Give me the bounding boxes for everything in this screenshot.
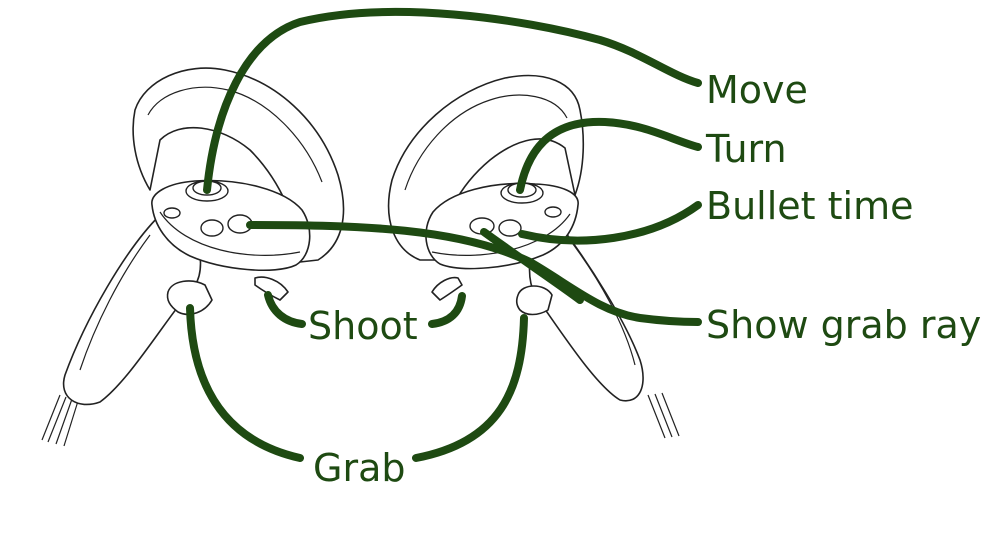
left-x-button[interactable] [200, 219, 224, 237]
left-index-trigger [254, 276, 289, 301]
callout-line-grab-right [412, 314, 528, 462]
label-show-grab-ray: Show grab ray [706, 303, 981, 347]
right-controller-cable [647, 392, 680, 439]
callout-line-grab-left [186, 304, 304, 462]
right-oculus-button[interactable] [544, 206, 562, 218]
label-turn: Turn [705, 127, 787, 171]
right-controller-handle [528, 224, 644, 402]
callout-lines [186, 8, 702, 462]
left-controller [41, 67, 345, 447]
left-controller-handle [62, 214, 202, 406]
callout-line-shoot-left [264, 291, 306, 328]
left-grip-trigger [166, 280, 213, 316]
left-menu-button[interactable] [163, 207, 181, 219]
label-move: Move [706, 68, 808, 112]
callout-line-shoot-right [428, 292, 466, 328]
right-index-trigger [431, 276, 463, 301]
right-a-button[interactable] [498, 219, 522, 237]
callout-line-turn [516, 117, 702, 194]
callout-line-bullet-time [518, 201, 702, 245]
label-shoot: Shoot [308, 304, 418, 348]
callout-line-show-grab-ray-right [480, 228, 584, 304]
callout-line-move [203, 8, 702, 194]
label-grab: Grab [313, 446, 405, 490]
label-bullet-time: Bullet time [706, 184, 913, 228]
left-controller-cable [41, 394, 79, 447]
right-grip-trigger [515, 285, 553, 316]
